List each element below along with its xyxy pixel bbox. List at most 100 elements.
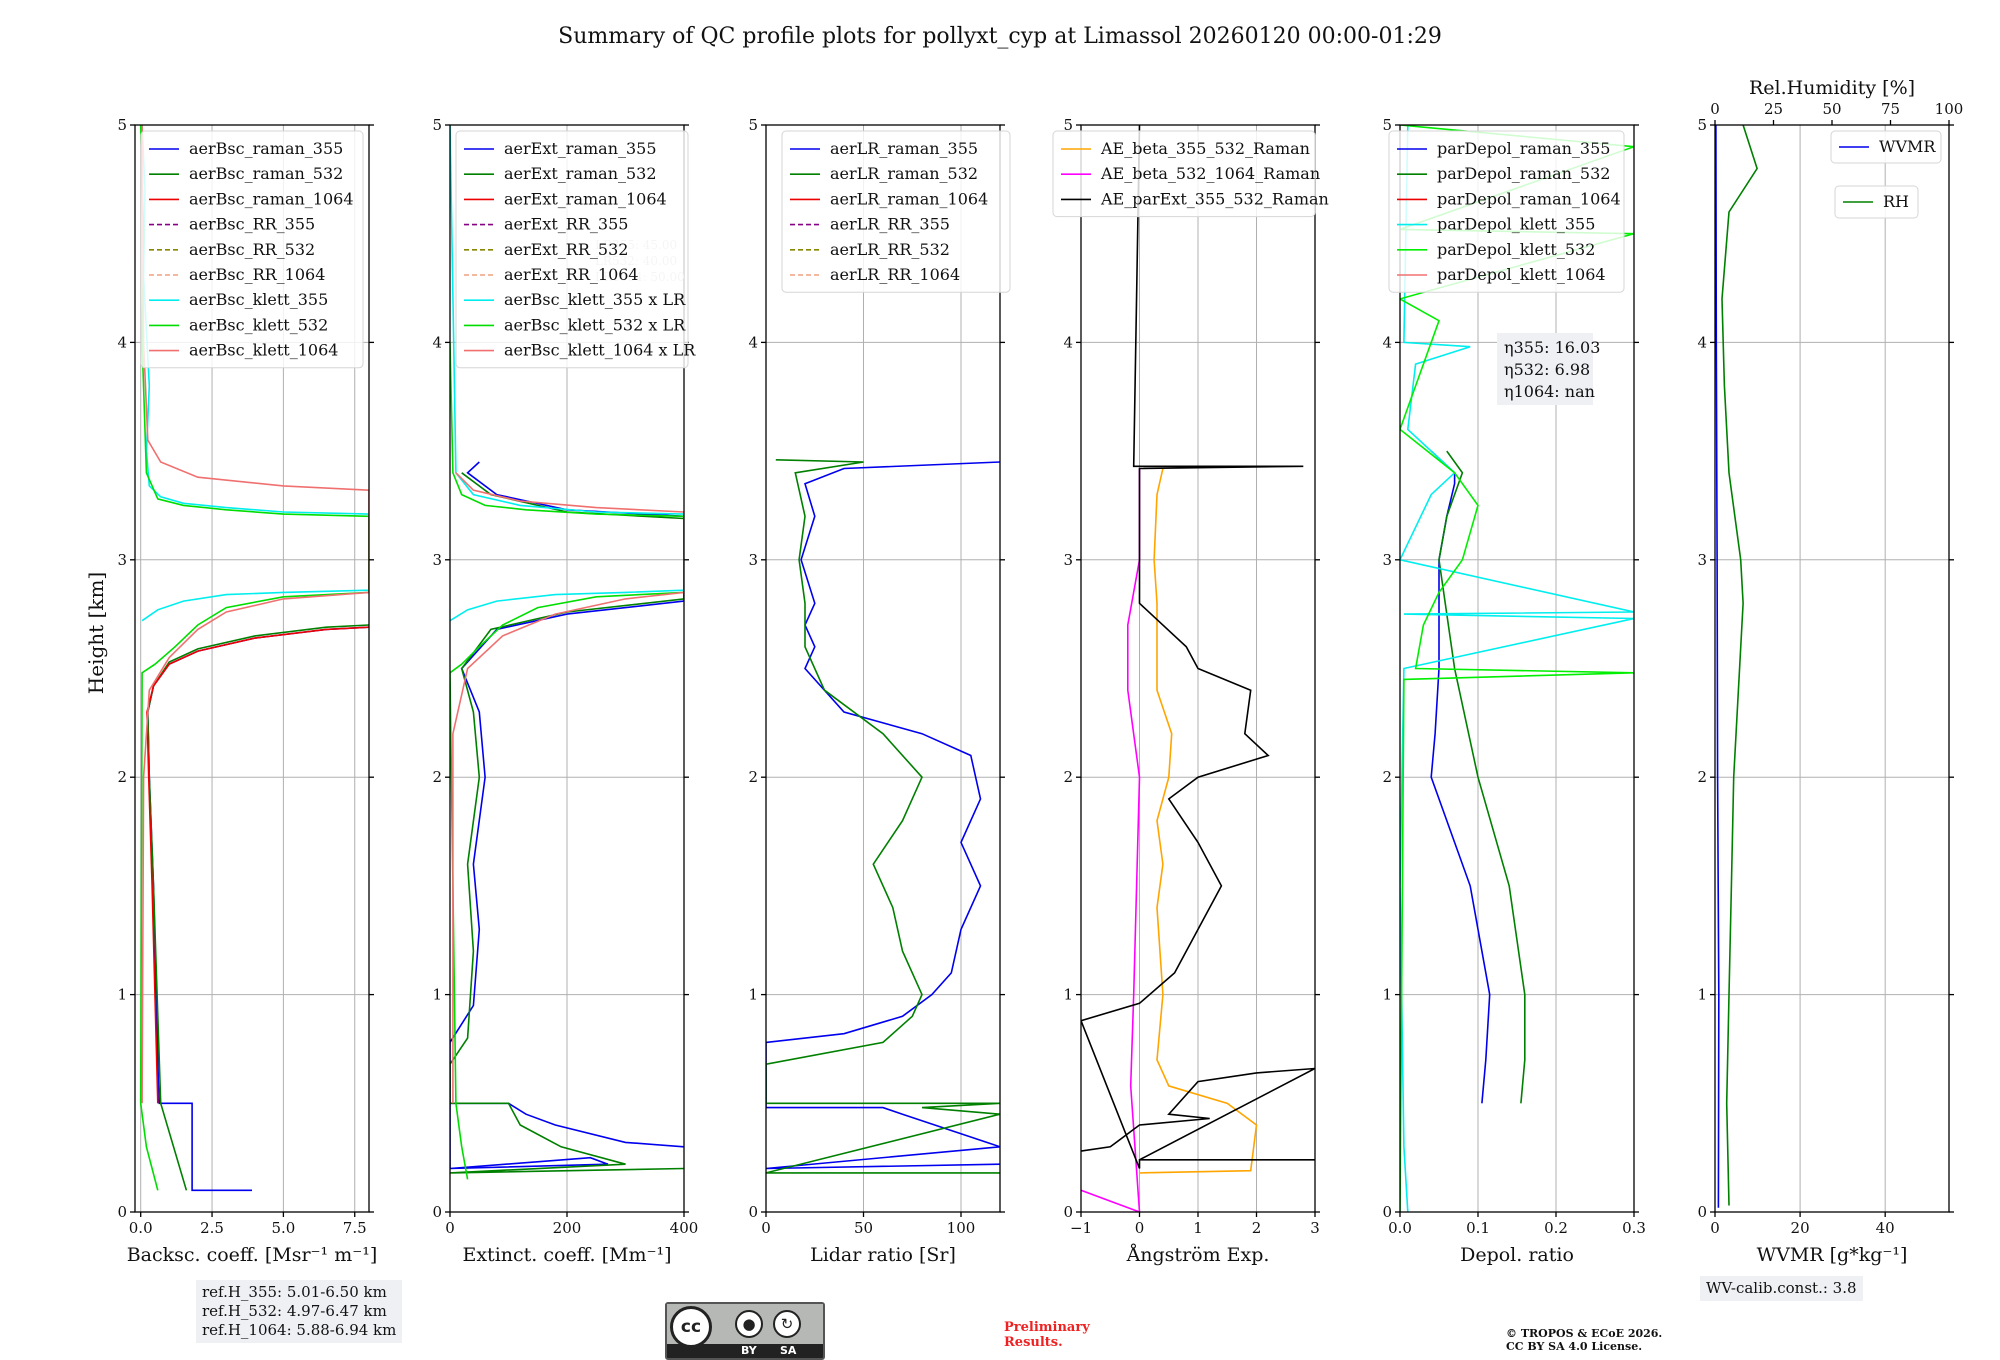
sa-share-alike-icon: ↻ xyxy=(773,1310,801,1338)
x-axis-label: Extinct. coeff. [Mm⁻¹] xyxy=(462,1244,671,1266)
legend-label: aerBsc_klett_532 x LR xyxy=(504,315,686,334)
top-x-tick-label: 100 xyxy=(1935,100,1964,118)
legend-box xyxy=(1834,185,1919,219)
y-tick-label: 5 xyxy=(1697,116,1707,134)
series-line-ae-parext-355-532-raman xyxy=(1081,125,1315,1169)
y-tick-label: 2 xyxy=(1063,768,1073,786)
cc-sa-label: SA xyxy=(780,1344,797,1357)
x-tick-label: 0.0 xyxy=(129,1219,153,1237)
x-axis-label: Depol. ratio xyxy=(1460,1244,1574,1266)
series-line-aerbsc-raman-532 xyxy=(146,624,369,1191)
x-tick-label: 0 xyxy=(1710,1219,1720,1237)
series-line-aerbsc-raman-1064 xyxy=(146,626,369,1104)
legend-box xyxy=(1830,130,1942,164)
legend-label: aerBsc_klett_355 xyxy=(189,290,328,309)
legend-label: RH xyxy=(1883,192,1909,211)
x-tick-label: 3 xyxy=(1310,1219,1320,1237)
series-line-ae-beta-532-1064-raman xyxy=(1081,468,1141,1212)
y-tick-label: 4 xyxy=(1382,333,1392,351)
legend-label: aerBsc_RR_1064 xyxy=(189,265,325,284)
plot-frame xyxy=(134,124,370,1213)
series-line-aerlr-raman-355 xyxy=(766,461,1000,1170)
x-tick-label: −1 xyxy=(1070,1219,1092,1237)
y-tick-label: 1 xyxy=(1063,986,1073,1004)
eta-box xyxy=(1497,333,1593,405)
ref-height-1064: ref.H_1064: 5.88-6.94 km xyxy=(202,1321,397,1339)
x-tick-label: 100 xyxy=(947,1219,976,1237)
y-tick-label: 0 xyxy=(432,1203,442,1221)
x-axis-label: WVMR [g*kg⁻¹] xyxy=(1757,1244,1908,1266)
eta-value: η355: 16.03 xyxy=(1504,338,1600,357)
x-tick-label: 50 xyxy=(854,1219,873,1237)
series-line-ae-beta-355-532-raman xyxy=(1139,468,1258,1174)
y-tick-label: 3 xyxy=(748,551,758,569)
series-line-pardepol-raman-355 xyxy=(1430,450,1491,1104)
x-tick-label: 0.3 xyxy=(1622,1219,1646,1237)
y-tick-label: 0 xyxy=(748,1203,758,1221)
legend-label: aerLR_raman_532 xyxy=(830,164,978,183)
eta-value: η1064: nan xyxy=(1504,382,1595,401)
y-tick-label: 1 xyxy=(748,986,758,1004)
y-tick-label: 2 xyxy=(1697,768,1707,786)
x-tick-label: 1 xyxy=(1193,1219,1203,1237)
series-line-aerbsc-klett-532-x-lr xyxy=(450,342,684,1180)
legend-label: aerExt_RR_355 xyxy=(504,215,628,234)
top-x-tick-label: 75 xyxy=(1881,100,1900,118)
y-tick-label: 1 xyxy=(117,986,127,1004)
x-tick-label: 2.5 xyxy=(200,1219,224,1237)
y-tick-label: 3 xyxy=(432,551,442,569)
x-axis-label: Ångström Exp. xyxy=(1126,1244,1270,1266)
y-axis-label: Height [km] xyxy=(84,572,108,694)
plot-frame xyxy=(1714,124,1950,1213)
cc-logo-icon: cc xyxy=(670,1306,712,1348)
x-tick-label: 7.5 xyxy=(343,1219,367,1237)
x-tick-label: 40 xyxy=(1876,1219,1895,1237)
y-tick-label: 4 xyxy=(1697,333,1707,351)
legend-label: parDepol_raman_355 xyxy=(1437,139,1610,158)
y-tick-label: 4 xyxy=(432,333,442,351)
eta-value: η532: 6.98 xyxy=(1504,360,1590,379)
x-tick-label: 0 xyxy=(761,1219,771,1237)
y-tick-label: 3 xyxy=(1382,551,1392,569)
series-line-wvmr xyxy=(1715,125,1720,1208)
legend-label: aerBsc_klett_355 x LR xyxy=(504,290,686,309)
x-tick-label: 0 xyxy=(1135,1219,1145,1237)
y-tick-label: 2 xyxy=(432,768,442,786)
top-x-tick-label: 50 xyxy=(1822,100,1841,118)
series-line-aerbsc-raman-355 xyxy=(146,626,369,1192)
legend-label: aerBsc_raman_532 xyxy=(189,164,343,183)
x-axis-label: Backsc. coeff. [Msr⁻¹ m⁻¹] xyxy=(127,1244,378,1266)
series-line-aerlr-raman-532 xyxy=(766,459,1000,1174)
ref-height-355: ref.H_355: 5.01-6.50 km xyxy=(202,1283,387,1301)
x-tick-label: 5.0 xyxy=(271,1219,295,1237)
panel-depol: 0 1 2 3 4 5 0.0 0.1 0.2 0.3 Depol. ratio parDepol_r… xyxy=(1382,116,1645,1266)
legend-box xyxy=(781,130,1011,293)
y-tick-label: 4 xyxy=(748,333,758,351)
legend-label: aerLR_RR_1064 xyxy=(830,265,960,284)
cc-license-badge: cc ● ↻ BY SA xyxy=(665,1302,825,1360)
legend-label: parDepol_klett_532 xyxy=(1437,240,1595,259)
legend-label: aerBsc_raman_355 xyxy=(189,139,343,158)
legend-label: parDepol_raman_532 xyxy=(1437,164,1610,183)
y-tick-label: 5 xyxy=(1063,116,1073,134)
y-tick-label: 3 xyxy=(117,551,127,569)
y-tick-label: 5 xyxy=(1382,116,1392,134)
legend-label: parDepol_klett_1064 xyxy=(1437,265,1606,284)
y-tick-label: 0 xyxy=(117,1203,127,1221)
series-line-aerbsc-klett-532 xyxy=(139,125,369,1191)
y-tick-label: 2 xyxy=(748,768,758,786)
legend-box xyxy=(140,130,364,369)
legend-label: WVMR xyxy=(1879,137,1936,156)
ref-height-532: ref.H_532: 4.97-6.47 km xyxy=(202,1302,387,1320)
legend-label: AE_beta_355_532_Raman xyxy=(1100,139,1310,158)
legend-label: aerBsc_klett_1064 xyxy=(189,341,338,360)
legend-box xyxy=(1388,130,1625,293)
ref-height-box: ref.H_355: 5.01-6.50 km ref.H_532: 4.97-… xyxy=(196,1280,403,1343)
plot-frame xyxy=(765,124,1001,1213)
preliminary-results-note: Preliminary Results. xyxy=(1004,1320,1090,1350)
